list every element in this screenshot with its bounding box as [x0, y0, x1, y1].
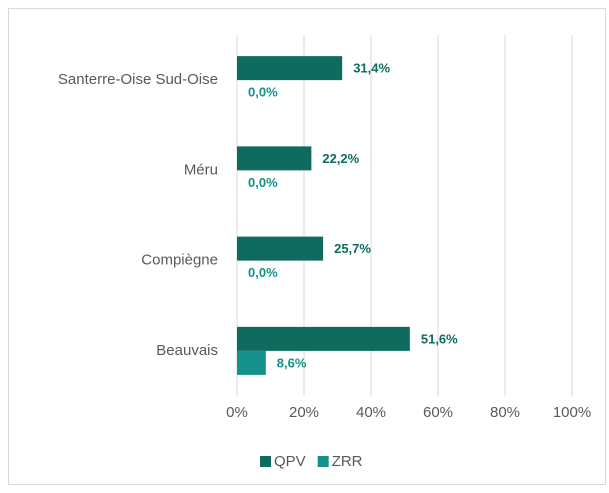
x-tick-label: 20%: [289, 404, 319, 421]
x-tick-label: 60%: [423, 404, 453, 421]
x-tick-label: 100%: [553, 404, 591, 421]
legend-swatch: [317, 456, 329, 467]
y-tick-label: Méru: [184, 161, 218, 178]
x-tick-label: 80%: [490, 404, 520, 421]
value-label: 25,7%: [334, 241, 371, 256]
legend-swatch: [260, 456, 271, 467]
value-label: 0,0%: [248, 85, 278, 100]
value-label: 0,0%: [248, 265, 278, 280]
bar: [237, 236, 324, 261]
value-label: 51,6%: [421, 331, 458, 346]
bar: [237, 326, 410, 351]
y-tick-label: Santerre-Oise Sud-Oise: [58, 71, 218, 88]
value-label: 31,4%: [353, 61, 390, 76]
value-label: 0,0%: [248, 175, 278, 190]
value-label: 8,6%: [277, 355, 307, 370]
legend-label: QPV: [274, 453, 306, 470]
y-tick-label: Compiègne: [141, 252, 218, 269]
x-tick-label: 40%: [356, 404, 386, 421]
bar: [237, 56, 343, 81]
bar: [237, 350, 266, 375]
value-label: 22,2%: [322, 151, 359, 166]
bar: [237, 146, 312, 171]
x-tick-label: 0%: [226, 404, 248, 421]
y-tick-label: Beauvais: [156, 342, 218, 359]
legend-label: ZRR: [332, 453, 363, 470]
